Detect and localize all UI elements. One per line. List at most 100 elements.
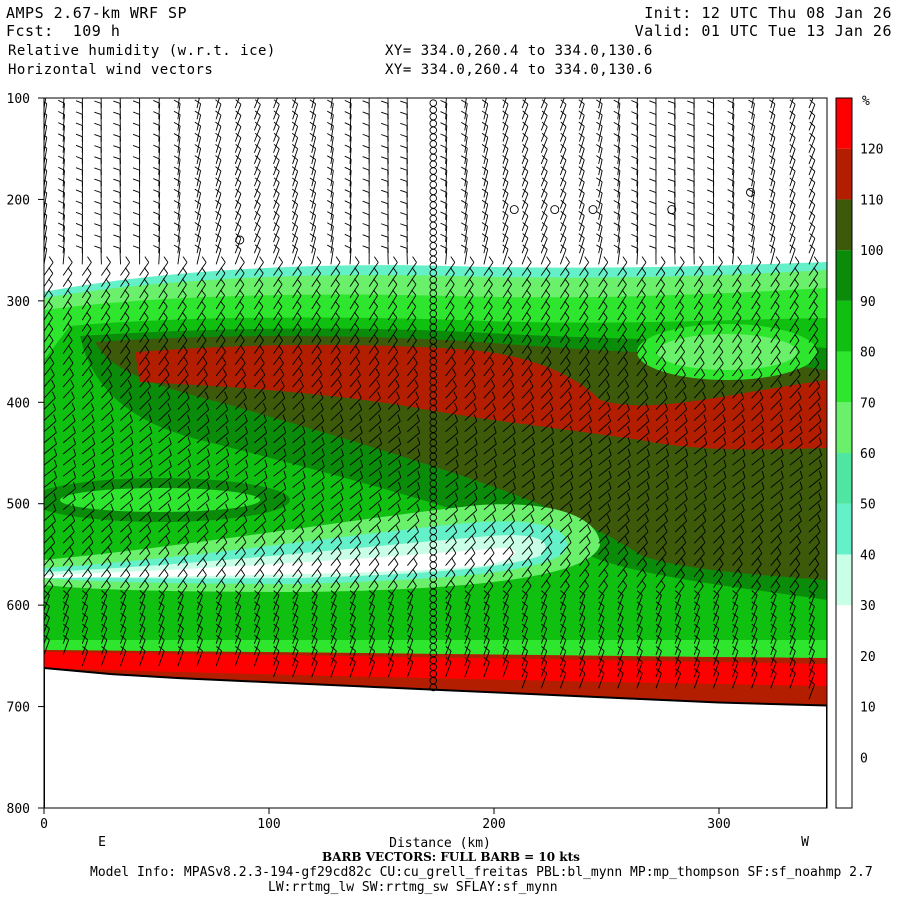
- wind-barb: [349, 340, 360, 354]
- wind-barb: [387, 454, 402, 466]
- wind-barb: [139, 639, 146, 655]
- wind-barb-flag: [360, 448, 364, 456]
- wind-barb: [789, 673, 796, 689]
- wind-barb: [120, 499, 133, 511]
- wind-barb-flag: [58, 89, 64, 92]
- wind-barb: [502, 351, 513, 366]
- wind-barb: [770, 363, 782, 377]
- wind-barb: [540, 606, 548, 622]
- wind-barb: [196, 328, 207, 343]
- wind-barb-flag: [560, 634, 567, 641]
- wind-barb: [292, 509, 305, 522]
- wind-barb-flag: [760, 402, 764, 410]
- wind-barb: [215, 295, 226, 310]
- calm-marker: [429, 683, 438, 692]
- wind-barb: [598, 639, 605, 655]
- wind-barb-flag: [215, 99, 222, 105]
- wind-barb-flag: [684, 414, 688, 422]
- wind-barb-flag: [566, 546, 572, 554]
- wind-barb: [693, 284, 704, 299]
- wind-barb: [751, 386, 763, 399]
- wind-barb: [579, 595, 586, 611]
- wind-barb-flag: [355, 568, 360, 576]
- wind-barb-flag: [817, 503, 822, 511]
- wind-barb-flag: [789, 110, 796, 116]
- wind-barb: [177, 181, 181, 198]
- wind-barb: [120, 574, 131, 589]
- wind-barb: [139, 499, 153, 511]
- wind-barb-flag: [165, 546, 170, 554]
- wind-barb: [598, 397, 611, 410]
- wind-barb: [62, 214, 65, 231]
- wind-barb: [234, 193, 242, 209]
- wind-barb: [407, 499, 420, 511]
- wind-barb-flag: [254, 590, 261, 596]
- wind-barb: [292, 650, 299, 667]
- wind-barb-flag: [113, 212, 121, 216]
- wind-barb: [751, 262, 762, 276]
- wind-barb-flag: [464, 601, 471, 607]
- wind-barb-flag: [565, 334, 570, 341]
- wind-barb-flag: [187, 470, 191, 478]
- wind-barb-flag: [809, 199, 816, 206]
- wind-barb: [120, 617, 127, 633]
- wind-barb: [349, 214, 352, 231]
- wind-barb-flag: [120, 590, 127, 596]
- wind-barb-flag: [460, 155, 468, 160]
- wind-barb: [445, 328, 455, 343]
- wind-barb: [292, 386, 304, 399]
- wind-barb-flag: [740, 514, 745, 522]
- wind-barb: [579, 639, 586, 655]
- wind-barb-flag: [130, 425, 134, 433]
- wind-barb-flag: [748, 166, 755, 171]
- wind-barb-flag: [626, 402, 630, 410]
- wind-barb-flag: [565, 256, 570, 263]
- wind-barb: [62, 585, 73, 600]
- wind-barb: [560, 509, 573, 522]
- wind-barb-flag: [502, 155, 509, 161]
- wind-barb-flag: [720, 380, 725, 387]
- wind-barb-flag: [683, 402, 688, 410]
- wind-barb-flag: [713, 601, 720, 607]
- wind-barb-flag: [606, 391, 611, 399]
- wind-barb: [81, 585, 92, 600]
- wind-barb: [100, 628, 108, 644]
- wind-barb-flag: [340, 448, 344, 456]
- wind-barb-flag: [631, 89, 637, 92]
- wind-barb: [598, 477, 612, 488]
- wind-barb: [62, 639, 70, 655]
- wind-barb: [215, 499, 229, 511]
- wind-barb: [751, 295, 761, 310]
- wind-barb: [789, 477, 803, 488]
- wind-barb-flag: [224, 514, 229, 522]
- wind-barb-flag: [455, 425, 459, 433]
- wind-barb: [502, 553, 514, 566]
- wind-barb-flag: [675, 646, 681, 652]
- wind-barb: [770, 237, 776, 254]
- wind-barb: [349, 466, 363, 477]
- wind-barb: [407, 574, 418, 589]
- wind-barb: [158, 595, 165, 611]
- wind-barb-flag: [101, 634, 108, 641]
- wind-barb-flag: [642, 345, 647, 353]
- wind-barb-flag: [748, 155, 755, 160]
- wind-barb: [44, 295, 53, 310]
- wind-barb: [655, 409, 668, 421]
- wind-barb-flag: [687, 234, 695, 238]
- wind-barb-flag: [583, 267, 589, 274]
- wind-barb-flag: [173, 188, 181, 194]
- wind-barb-flag: [663, 391, 668, 399]
- wind-barb: [789, 531, 802, 544]
- wind-barb-flag: [67, 267, 73, 274]
- wind-barb-flag: [162, 289, 168, 296]
- wind-barb-flag: [604, 357, 609, 364]
- wind-barb: [349, 499, 363, 511]
- wind-barb: [751, 203, 755, 220]
- field-name-primary: Relative humidity (w.r.t. ice): [8, 43, 276, 59]
- wind-barb-flag: [320, 514, 324, 522]
- wind-barb: [502, 509, 516, 522]
- wind-barb: [330, 114, 334, 131]
- wind-barb-flag: [483, 590, 490, 596]
- wind-barb: [636, 673, 643, 689]
